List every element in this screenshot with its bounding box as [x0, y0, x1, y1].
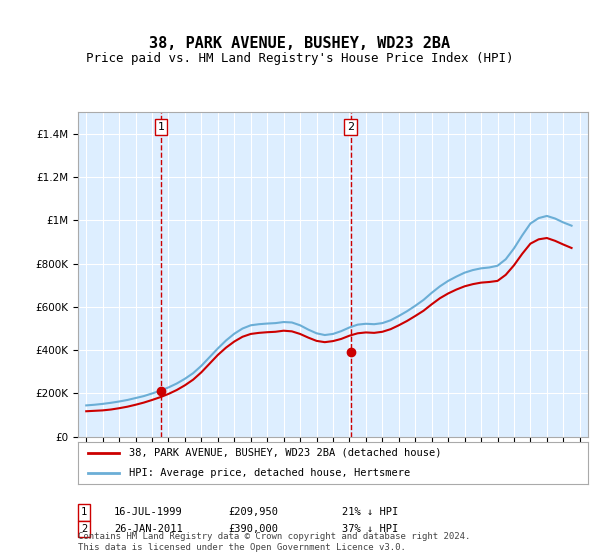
Text: 37% ↓ HPI: 37% ↓ HPI [342, 524, 398, 534]
Text: 1: 1 [81, 507, 87, 517]
Text: 21% ↓ HPI: 21% ↓ HPI [342, 507, 398, 517]
Text: HPI: Average price, detached house, Hertsmere: HPI: Average price, detached house, Hert… [129, 468, 410, 478]
Text: Price paid vs. HM Land Registry's House Price Index (HPI): Price paid vs. HM Land Registry's House … [86, 52, 514, 64]
Text: 16-JUL-1999: 16-JUL-1999 [114, 507, 183, 517]
Text: 2: 2 [347, 122, 354, 132]
Text: Contains HM Land Registry data © Crown copyright and database right 2024.
This d: Contains HM Land Registry data © Crown c… [78, 532, 470, 552]
Text: 38, PARK AVENUE, BUSHEY, WD23 2BA (detached house): 38, PARK AVENUE, BUSHEY, WD23 2BA (detac… [129, 448, 442, 458]
Text: 38, PARK AVENUE, BUSHEY, WD23 2BA: 38, PARK AVENUE, BUSHEY, WD23 2BA [149, 36, 451, 52]
Text: £390,000: £390,000 [228, 524, 278, 534]
Text: £209,950: £209,950 [228, 507, 278, 517]
Text: 2: 2 [81, 524, 87, 534]
Text: 1: 1 [157, 122, 164, 132]
Text: 26-JAN-2011: 26-JAN-2011 [114, 524, 183, 534]
